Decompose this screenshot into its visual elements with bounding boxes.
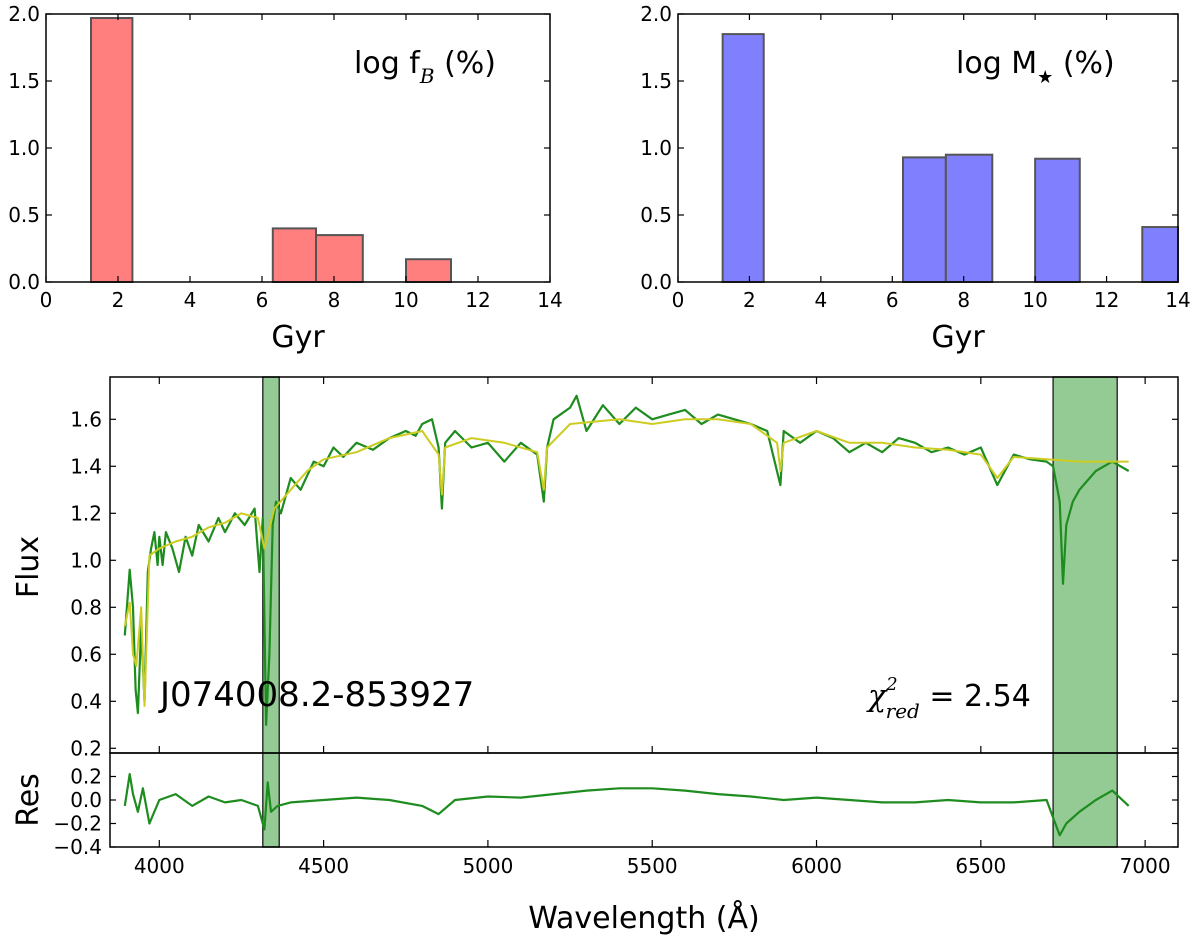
y-tick-label: −0.4 [53,835,102,859]
y-tick-label: 0.0 [70,788,102,812]
x-tick-label: 4 [184,288,197,312]
x-tick-label: 4000 [134,854,185,878]
y-tick-label: 0.0 [8,270,40,294]
x-tick-label: 7000 [1120,854,1171,878]
y-tick-label: 0.5 [640,203,672,227]
y-tick-label: −0.2 [53,812,102,836]
series-residual [123,772,1130,837]
y-tick-label: 2.0 [8,2,40,26]
y-tick-label: 1.0 [70,548,102,572]
x-tick-label: 0 [40,288,53,312]
y-tick-label: 0.5 [8,203,40,227]
y-tick-label: 2.0 [640,2,672,26]
y-tick-label: 0.6 [70,642,102,666]
x-axis-title: Gyr [931,320,985,355]
y-tick-label: 1.5 [8,69,40,93]
x-tick-label: 14 [1165,288,1190,312]
series-observed [123,394,1130,726]
bar [271,227,317,283]
x-tick-label: 5000 [462,854,513,878]
x-tick-label: 6500 [955,854,1006,878]
x-tick-label: 2 [743,288,756,312]
object-label: J074008.2-853927 [158,675,474,715]
y-tick-label: 0.4 [70,689,102,713]
y-tick-label: 1.6 [70,407,102,431]
x-axis-title: Wavelength (Å) [528,900,759,936]
x-tick-label: 6 [886,288,899,312]
x-tick-label: 0 [672,288,685,312]
x-tick-label: 5500 [627,854,678,878]
y-tick-label: 1.0 [8,136,40,160]
x-tick-label: 2 [112,288,125,312]
series-model [123,418,1129,707]
bar [1034,157,1081,283]
bar [902,156,947,284]
masked-region [1052,376,1118,848]
y-tick-label: 1.0 [640,136,672,160]
y-tick-label: 0.8 [70,595,102,619]
x-tick-label: 4500 [298,854,349,878]
bar [90,17,134,284]
x-tick-label: 8 [328,288,341,312]
x-tick-label: 8 [957,288,970,312]
bar [1141,226,1180,283]
x-tick-label: 12 [1094,288,1119,312]
x-tick-label: 4 [814,288,827,312]
x-tick-label: 10 [1022,288,1047,312]
x-tick-label: 14 [537,288,562,312]
x-tick-label: 6 [256,288,269,312]
histogram-fB: 0 2 4 6 8 10 12 14 0.0 0.5 1.0 1.5 2.0 log fB (%) Gy… [8,2,563,355]
y-tick-label: 1.4 [70,454,102,478]
x-axis-title: Gyr [271,320,325,355]
y-axis-title-flux: Flux [11,536,46,598]
x-tick-label: 10 [393,288,418,312]
annotation-log-mstar: log M★ (%) [956,46,1115,88]
y-tick-label: 0.2 [70,736,102,760]
annotation-log-fB: log fB (%) [354,46,496,88]
y-tick-label: 0.2 [70,765,102,789]
histogram-mstar: 0 2 4 6 8 10 12 14 0.0 0.5 1.0 1.5 2.0 log M★ (%) Gy… [640,2,1191,355]
bar [315,234,364,284]
x-tick-label: 12 [465,288,490,312]
chi2-annotation: χ2 red = 2.54 [866,674,1031,723]
y-tick-label: 0.0 [640,270,672,294]
y-axis-title-res: Res [11,773,46,827]
bar [944,153,994,283]
y-tick-label: 1.5 [640,69,672,93]
x-tick-label: 6000 [791,854,842,878]
y-tick-label: 1.2 [70,501,102,525]
bar [721,33,765,283]
spectrum-plot: 4000 4500 5000 5500 6000 6500 7000 0.2 0.4 0.6 0.8… [11,376,1179,936]
bar [405,258,452,284]
